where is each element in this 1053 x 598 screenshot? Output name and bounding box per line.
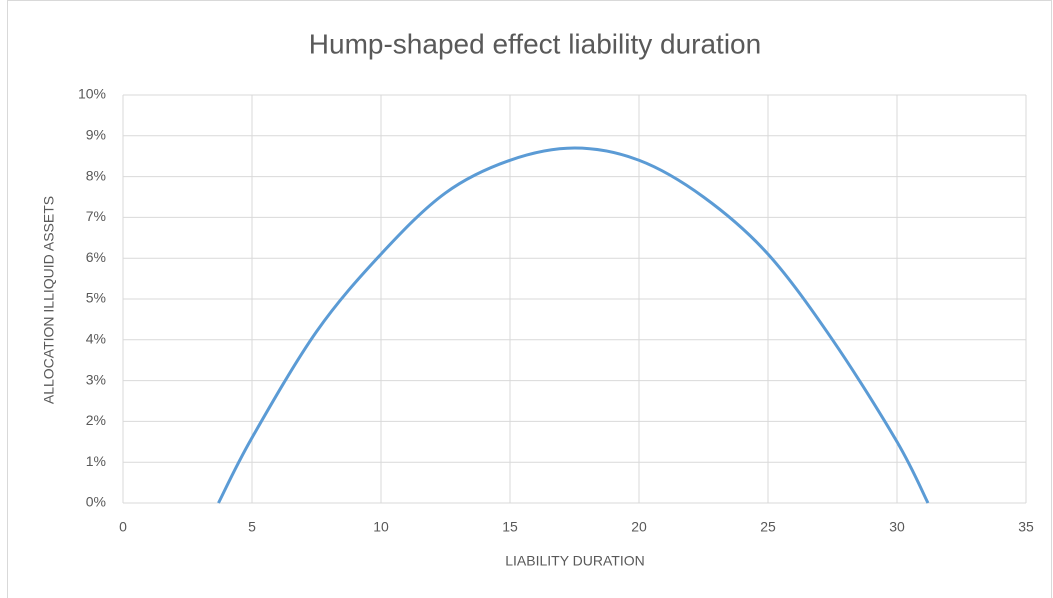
y-tick-label: 5% [86, 290, 106, 306]
y-tick-label: 10% [78, 86, 106, 102]
x-tick-label: 0 [119, 519, 127, 535]
y-tick-label: 0% [86, 494, 106, 510]
x-tick-label: 10 [373, 519, 389, 535]
x-axis-label: LIABILITY DURATION [505, 553, 645, 569]
y-axis-label: ALLOCATION ILLIQUID ASSETS [41, 196, 57, 404]
line-series [217, 146, 930, 504]
y-tick-label: 4% [86, 331, 106, 347]
x-tick-label: 15 [502, 519, 518, 535]
y-tick-label: 2% [86, 412, 106, 428]
y-tick-label: 6% [86, 249, 106, 265]
y-tick-label: 7% [86, 208, 106, 224]
x-tick-label: 5 [248, 519, 256, 535]
x-tick-label: 25 [760, 519, 776, 535]
y-tick-label: 9% [86, 127, 106, 143]
x-tick-label: 20 [631, 519, 647, 535]
chart-title: Hump-shaped effect liability duration [309, 28, 761, 59]
x-tick-label: 35 [1018, 519, 1034, 535]
y-tick-label: 1% [86, 453, 106, 469]
x-tick-label: 30 [889, 519, 905, 535]
y-tick-label: 3% [86, 371, 106, 387]
y-tick-label: 8% [86, 167, 106, 183]
